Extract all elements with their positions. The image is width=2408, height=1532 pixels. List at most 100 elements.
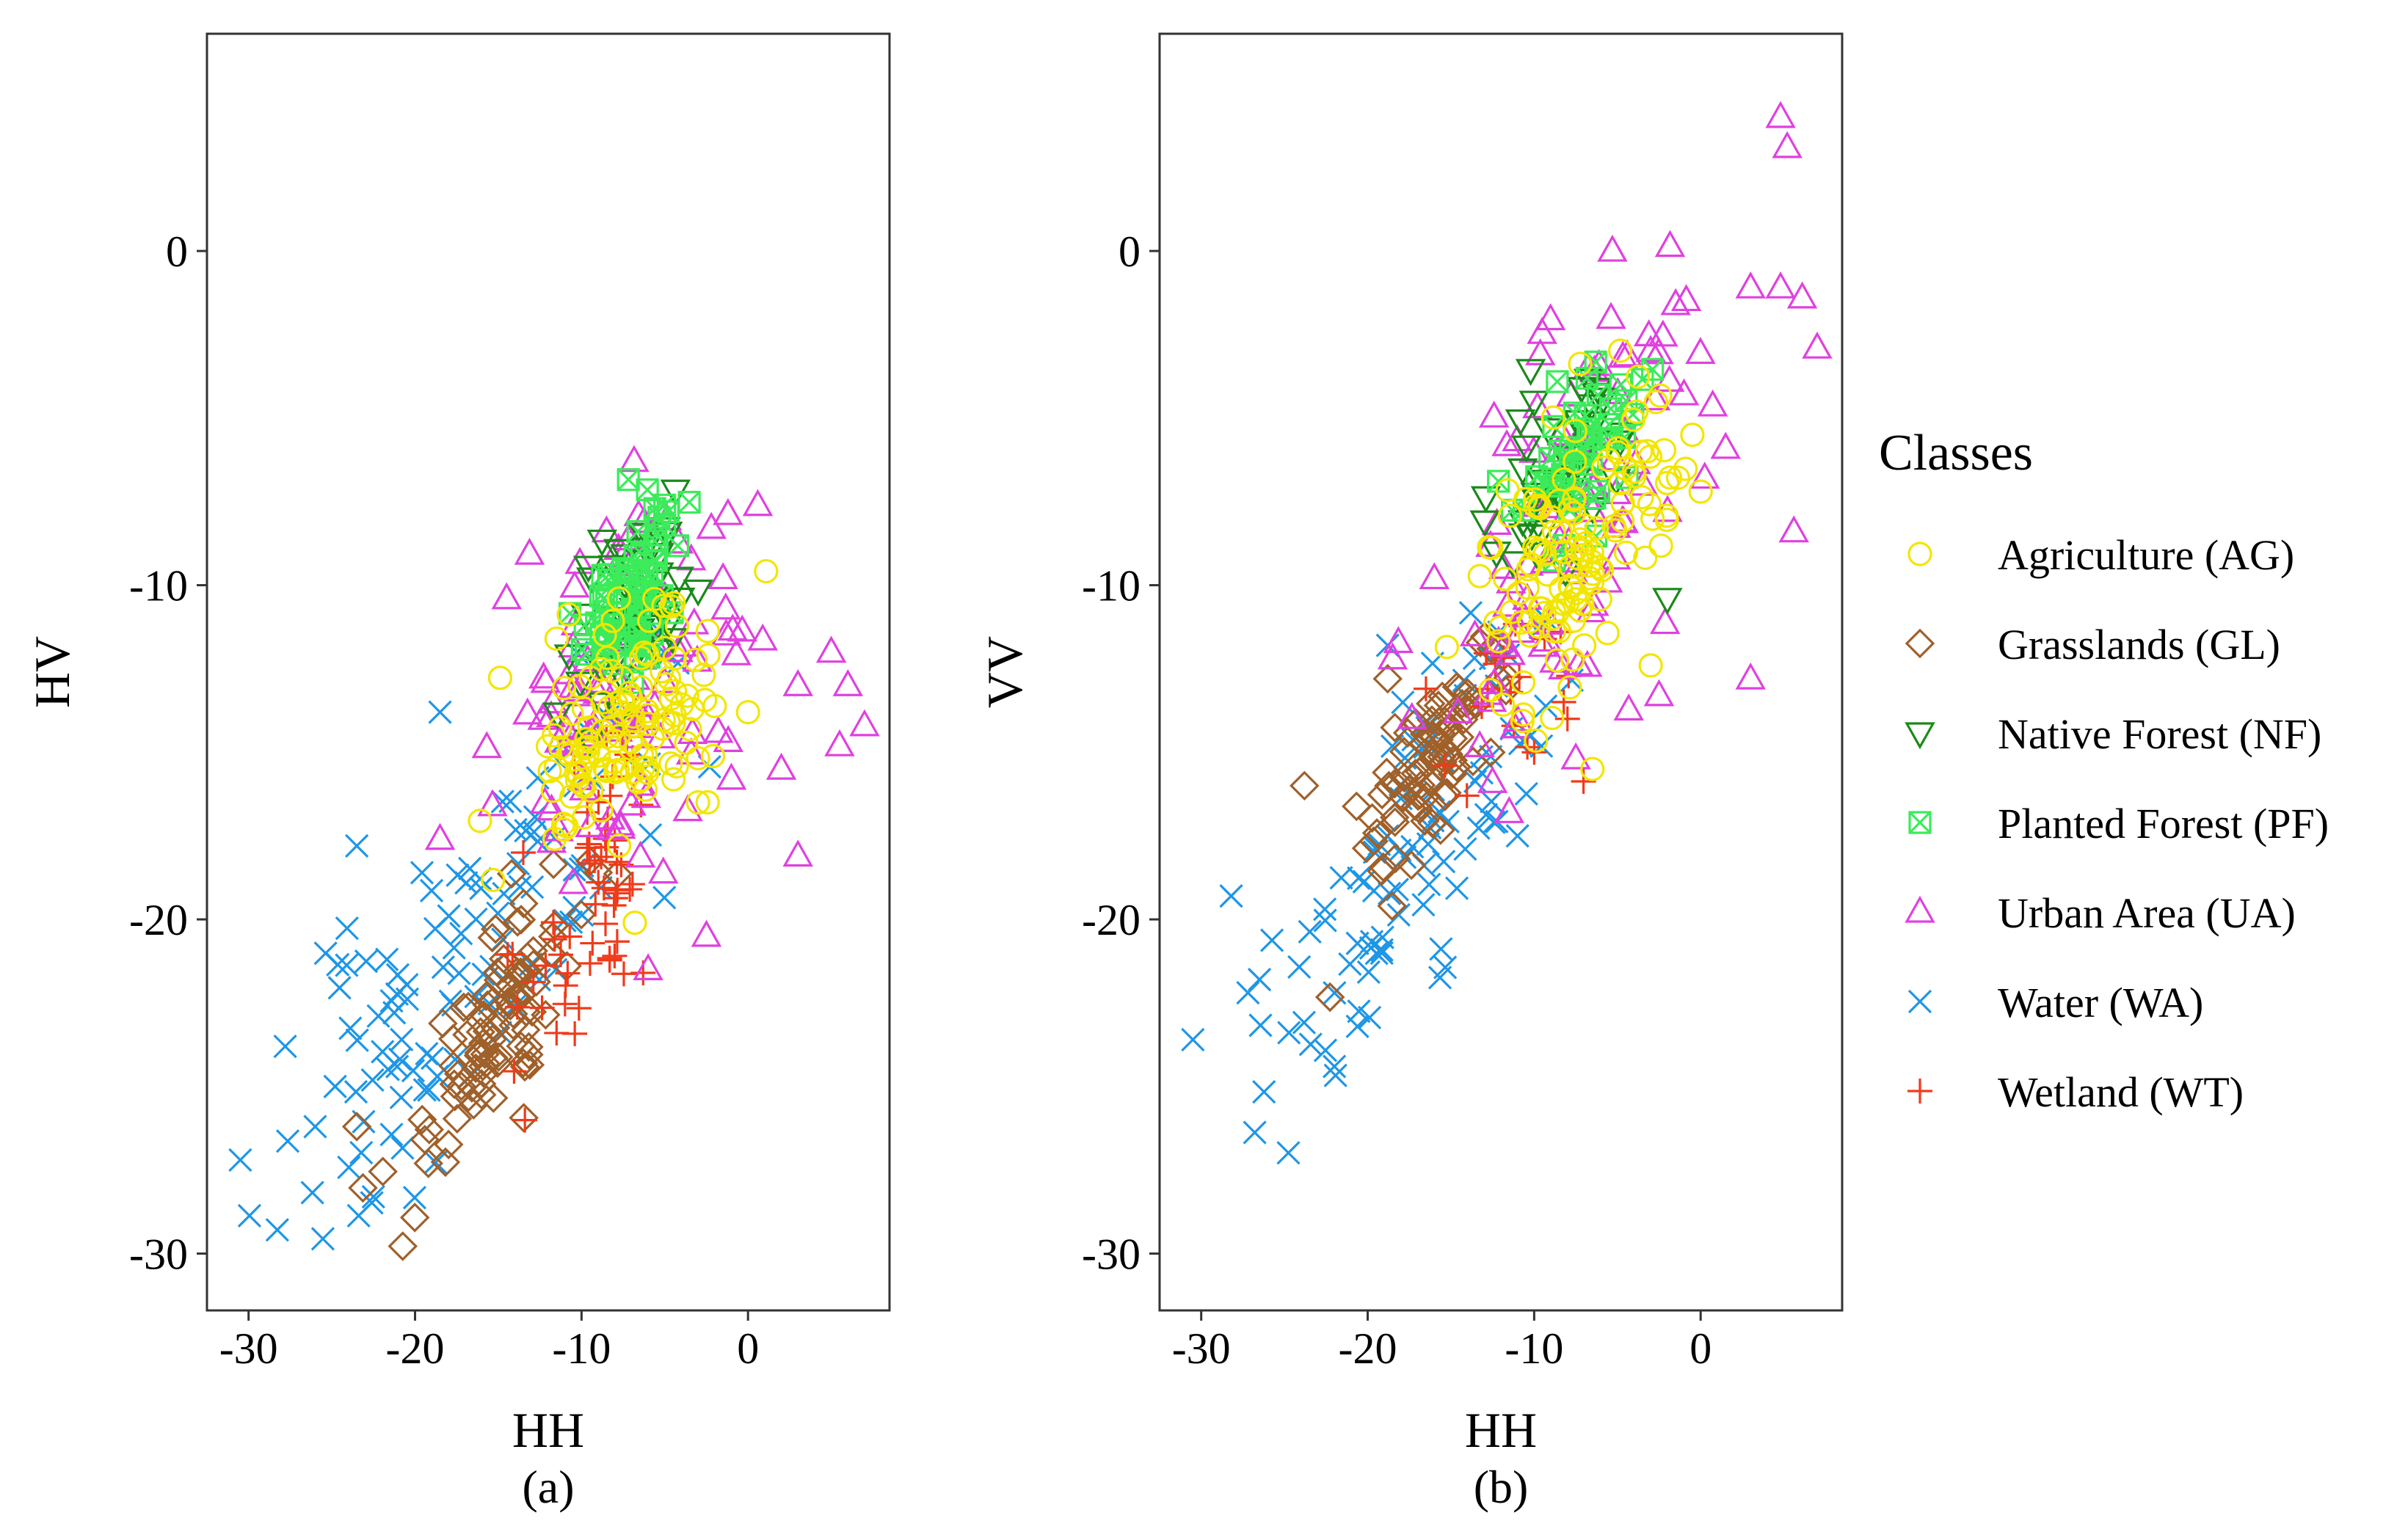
- panel-b-point-ag: [1565, 545, 1590, 570]
- panel-a-point-ua: [696, 511, 727, 539]
- panel-a-point-wa: [327, 976, 352, 1000]
- panel-b-point-ua: [1397, 701, 1427, 729]
- panel-a-point-ag: [663, 679, 688, 704]
- panel-b-point-wa: [1181, 1027, 1205, 1052]
- panel-a-point-wt: [512, 1107, 538, 1133]
- panel-a-point-gl: [348, 1172, 378, 1203]
- panel-a-point-wa: [345, 834, 369, 858]
- panel-b-point-wa: [1247, 967, 1272, 992]
- panel-a-point-ua: [782, 668, 813, 696]
- panel-a-point-pf: [629, 570, 652, 594]
- panel-a-point-wt: [617, 877, 643, 902]
- panel-b-point-wt: [1507, 664, 1532, 690]
- panel-b-point-ag: [1568, 351, 1593, 376]
- panel-b-point-gl: [1372, 663, 1403, 694]
- panel-b-x-tick-label: -10: [1505, 1324, 1563, 1373]
- panel-b-point-ag: [1673, 456, 1698, 481]
- panel-b-point-wa: [1345, 931, 1369, 955]
- panel-b-point-gl: [1400, 791, 1430, 822]
- panel-a-point-wt: [580, 930, 605, 956]
- panel-b-point-pf: [1487, 470, 1510, 493]
- panel-b-point-ua: [1601, 542, 1632, 570]
- panel-a-point-ua: [824, 729, 855, 756]
- panel-a-point-gl: [482, 958, 512, 988]
- panel-a-point-ag: [586, 743, 611, 768]
- panel-b-point-ag: [1637, 492, 1662, 517]
- panel-a-point-wa: [506, 852, 531, 876]
- panel-a-point-wa: [652, 886, 677, 910]
- panel-a-point-wa: [361, 1184, 385, 1209]
- panel-a-point-ag: [754, 558, 779, 584]
- panel-a-point-ag: [628, 675, 653, 700]
- panel-a-point-ag: [556, 602, 581, 627]
- panel-b-point-ag: [1563, 580, 1588, 606]
- panel-b-point-ag: [1610, 491, 1635, 516]
- panel-b-point-ag: [1665, 465, 1691, 490]
- panel-a-point-ua: [512, 697, 543, 725]
- panel-b-point-ag: [1634, 439, 1660, 464]
- panel-b-point-ag: [1540, 705, 1565, 731]
- panel-b-point-nf: [1469, 510, 1500, 538]
- panel-b-point-nf: [1652, 588, 1683, 616]
- legend-label-pf: Planted Forest (PF): [1998, 800, 2329, 847]
- panel-b-point-wa: [1429, 937, 1453, 961]
- panel-a-y-axis-title: HV: [24, 636, 80, 708]
- panel-a-point-ag: [597, 695, 622, 720]
- panel-a-point-ag: [674, 730, 699, 755]
- panel-a-point-ua: [558, 671, 589, 698]
- panel-b-point-gl: [1400, 707, 1430, 738]
- panel-a-point-ag: [606, 833, 632, 858]
- panel-a-point-gl: [502, 907, 533, 937]
- panel-a-point-wt: [557, 924, 583, 949]
- panel-b-point-ag: [1622, 464, 1647, 489]
- panel-b-point-ag: [1609, 508, 1635, 533]
- panel-b-point-ag: [1545, 599, 1571, 624]
- panel-b-point-wa: [1453, 837, 1477, 861]
- panel-b-point-gl: [1372, 757, 1402, 788]
- panel-a-point-ag: [552, 676, 577, 701]
- panel-b-point-gl: [1476, 737, 1506, 767]
- panel-a-point-wt: [593, 911, 619, 937]
- legend-label-nf: Native Forest (NF): [1998, 710, 2321, 758]
- panel-b-point-ag: [1654, 503, 1679, 528]
- panel-b-point-wa: [1444, 876, 1469, 900]
- panel-a-point-ag: [487, 665, 513, 690]
- panel-b-point-ua: [1495, 566, 1527, 594]
- panel-b-point-wa: [1329, 866, 1353, 890]
- panel-a-point-ua: [849, 709, 880, 737]
- panel-b-point-ua: [1572, 649, 1603, 677]
- panel-b-point-ag: [1580, 756, 1605, 781]
- panel-a-point-gl: [509, 1051, 540, 1082]
- legend-item-gl: Grasslands (GL): [1905, 621, 2280, 668]
- panel-b-point-wt: [1491, 645, 1516, 671]
- panel-b-markers: [1181, 101, 1833, 1165]
- panel-b-point-ua: [1442, 696, 1474, 723]
- panel-b-x-axis-title: HH: [1465, 1402, 1537, 1458]
- legend-item-wt: Wetland (WT): [1907, 1068, 2244, 1116]
- panel-a-point-wt: [501, 1059, 527, 1084]
- panel-b-y-tick-label: -20: [1082, 896, 1141, 944]
- panel-a-point-wt: [582, 847, 608, 873]
- panel-b-point-ag: [1648, 533, 1673, 558]
- panel-a-point-wa: [419, 878, 444, 903]
- panel-b-point-ua: [1477, 766, 1508, 793]
- panel-b-point-wa: [1259, 928, 1284, 952]
- panel-b-point-ag: [1595, 621, 1620, 646]
- panel-b-point-ag: [1613, 540, 1639, 565]
- panel-a-point-gl: [518, 935, 548, 966]
- legend-key-gl: [1905, 628, 1935, 659]
- panel-b-point-wa: [1347, 999, 1371, 1024]
- panel-b-point-gl: [1416, 688, 1446, 719]
- panel-a-point-wa: [431, 955, 455, 980]
- panel-b-point-ag: [1544, 648, 1570, 673]
- panel-b-point-wa: [1323, 1063, 1347, 1087]
- panel-b-point-gl: [1342, 791, 1372, 822]
- panel-a-point-gl: [413, 1148, 443, 1178]
- panel-b-point-ag: [1478, 677, 1503, 703]
- panel-b-point-nf: [1470, 486, 1502, 514]
- panel-b-point-ag: [1528, 539, 1553, 563]
- panel-a-point-wt: [603, 886, 628, 911]
- panel-b-point-pf: [1586, 383, 1609, 406]
- panel-a-point-wt: [566, 996, 592, 1021]
- panel-a-point-ag: [664, 754, 689, 778]
